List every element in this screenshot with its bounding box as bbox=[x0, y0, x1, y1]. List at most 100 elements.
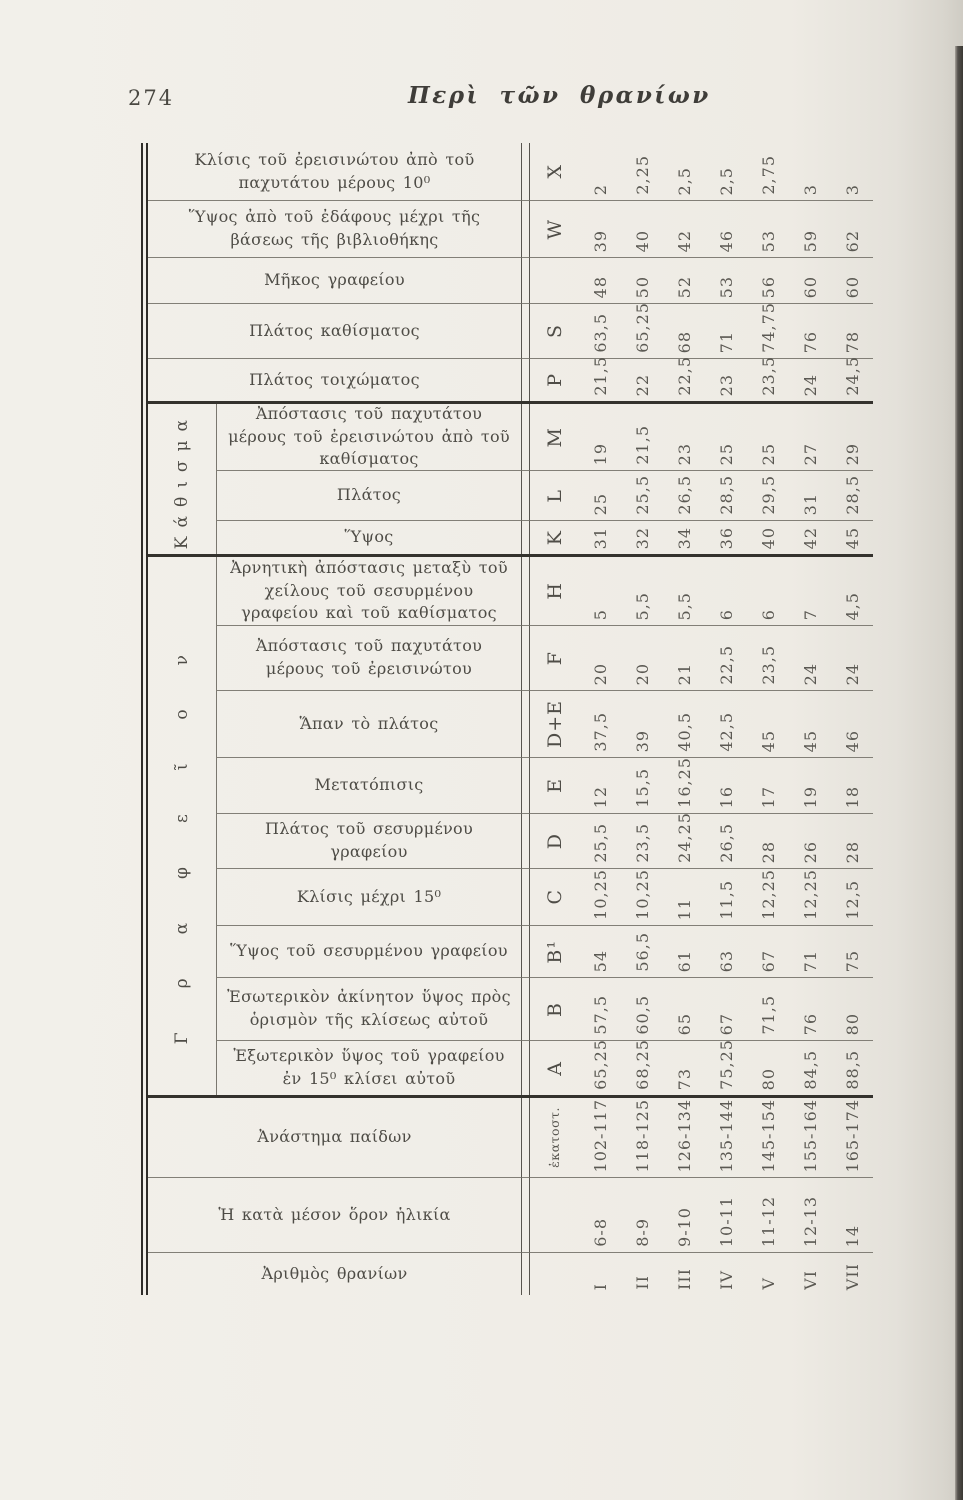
double-rule-separator bbox=[521, 1041, 530, 1095]
double-rule-separator bbox=[521, 359, 530, 401]
row-letter-cell: ἑκατοστ. bbox=[530, 1098, 579, 1178]
table-value: 26,5 bbox=[716, 823, 736, 863]
table-value: 19 bbox=[590, 442, 610, 465]
row-label: Ἐσωτερικὸν ἀκίνητον ὕψος πρὸς ὁρισμὸν τῆ… bbox=[216, 978, 521, 1041]
table-value: 61 bbox=[674, 949, 694, 972]
table-value-cell: 11-12 bbox=[747, 1178, 789, 1252]
table-value: 27 bbox=[800, 442, 820, 465]
table-value-cell: 25 bbox=[705, 404, 747, 470]
row-label: Ὕψος bbox=[216, 521, 521, 554]
row-letter: F bbox=[543, 650, 566, 666]
table-value-cell: 32 bbox=[621, 521, 663, 554]
table-value: 76 bbox=[800, 1012, 820, 1035]
table-value: 42 bbox=[800, 526, 820, 549]
table-value-cell: 88,5 bbox=[831, 1041, 873, 1095]
table-value-cell: 46 bbox=[831, 691, 873, 757]
table-value: 21,5 bbox=[632, 425, 652, 465]
table-value: 65,25 bbox=[590, 1039, 610, 1090]
table-value: 50 bbox=[632, 275, 652, 298]
double-rule-separator bbox=[521, 304, 530, 359]
double-rule-separator bbox=[521, 626, 530, 691]
table-value: 42,5 bbox=[716, 712, 736, 752]
table-value-cell: 45 bbox=[747, 691, 789, 757]
table-value-cell: 80 bbox=[831, 978, 873, 1040]
table-value: 5,5 bbox=[632, 591, 652, 620]
table-value-cell: 23,5 bbox=[621, 814, 663, 868]
table-value-cell: IV bbox=[705, 1253, 747, 1295]
double-rule-separator bbox=[521, 691, 530, 758]
table-value: 71 bbox=[800, 949, 820, 972]
table-value: 24,5 bbox=[842, 356, 862, 396]
table-row: Κλίσις τοῦ ἐρεισινώτου ἀπὸ τοῦ παχυτάτου… bbox=[148, 143, 873, 201]
table-value-cell: 71 bbox=[789, 926, 831, 977]
table-value: 73 bbox=[674, 1067, 694, 1090]
row-values: 39 40 42 46 53 59 62 bbox=[579, 201, 873, 258]
row-values: 54 56,5 61 63 67 71 75 bbox=[579, 926, 873, 978]
table-value: 48 bbox=[590, 275, 610, 298]
table-value: 18 bbox=[842, 785, 862, 808]
table-value: 102-117 bbox=[590, 1098, 610, 1172]
table-value-cell: 45 bbox=[831, 521, 873, 554]
table-value-cell: 6 bbox=[705, 557, 747, 625]
row-values: 102-117 118-125 126-134 135-144 145-154 155-1… bbox=[579, 1098, 873, 1178]
table-value: 11,5 bbox=[716, 880, 736, 920]
table-value-cell: 25,5 bbox=[579, 814, 621, 868]
table-value: 37,5 bbox=[590, 712, 610, 752]
table-value-cell: 16,25 bbox=[663, 757, 705, 813]
row-label: Ὕψος τοῦ σεσυρμένου γραφείου bbox=[216, 926, 521, 978]
row-letter-cell: K bbox=[530, 521, 579, 554]
table-value-cell: 74,75 bbox=[747, 302, 789, 358]
table-value-cell: 19 bbox=[579, 404, 621, 470]
table-value-cell: 3 bbox=[789, 143, 831, 200]
double-rule-separator bbox=[521, 1098, 530, 1178]
table-value-cell: 63 bbox=[705, 926, 747, 977]
table-value-cell: 23 bbox=[663, 404, 705, 470]
table-value-cell: 65,25 bbox=[621, 302, 663, 358]
row-letter-cell: S bbox=[530, 304, 579, 359]
table-value: 28 bbox=[758, 840, 778, 863]
table-value-cell: 80 bbox=[747, 1041, 789, 1095]
table-value-cell: 76 bbox=[789, 304, 831, 358]
row-letter: X bbox=[543, 164, 566, 179]
table-value: 3 bbox=[842, 183, 862, 195]
table-value: 118-125 bbox=[632, 1098, 652, 1172]
table-value: 67 bbox=[758, 949, 778, 972]
table-value-cell: 24 bbox=[831, 626, 873, 690]
double-rule-separator bbox=[521, 758, 530, 814]
table-value-cell: 65,25 bbox=[579, 1039, 621, 1095]
table-value: 23 bbox=[674, 442, 694, 465]
table-value-cell: I bbox=[579, 1253, 621, 1295]
row-values: 31 32 34 36 40 42 45 bbox=[579, 521, 873, 554]
table-value-cell: 8-9 bbox=[621, 1178, 663, 1252]
row-label: Ἀρνητικὴ ἀπόστασις μεταξὺ τοῦ χείλους το… bbox=[216, 557, 521, 626]
row-letter: W bbox=[543, 218, 566, 240]
table-value: 76 bbox=[800, 330, 820, 353]
table-value-cell: V bbox=[747, 1253, 789, 1295]
table-value-cell: 5 bbox=[579, 557, 621, 625]
table-value: 40 bbox=[758, 526, 778, 549]
table-value-cell: 67 bbox=[747, 926, 789, 977]
row-letter: D+E bbox=[543, 699, 566, 749]
table-value: 155-164 bbox=[800, 1098, 820, 1172]
table-value: 6 bbox=[716, 608, 736, 620]
row-label: Πλάτος bbox=[216, 471, 521, 521]
table-value-cell: 22 bbox=[621, 359, 663, 401]
row-label: Κλίσις μέχρι 15⁰ bbox=[216, 869, 521, 926]
table-value: 165-174 bbox=[842, 1098, 862, 1172]
table-value: 52 bbox=[674, 275, 694, 298]
table-value-cell: 62 bbox=[831, 201, 873, 257]
row-label: Ὕψος ἀπὸ τοῦ ἐδάφους μέχρι τῆς βάσεως τῆ… bbox=[148, 201, 521, 258]
table-row: Κλίσις μέχρι 15⁰ C 10,25 10,25 11 11,5 12,25… bbox=[148, 869, 873, 926]
table-value: IV bbox=[716, 1270, 736, 1290]
table-value: 11-12 bbox=[758, 1195, 778, 1247]
table-value: 12-13 bbox=[800, 1195, 820, 1247]
table-value: 75,25 bbox=[716, 1039, 736, 1090]
table-value-cell: 56 bbox=[747, 258, 789, 303]
table-value: 40 bbox=[632, 229, 652, 252]
double-rule-separator bbox=[521, 978, 530, 1041]
table-value: 20 bbox=[632, 662, 652, 685]
table-value: 26 bbox=[800, 840, 820, 863]
table-value-cell: 60 bbox=[831, 258, 873, 303]
table-value: 24 bbox=[800, 662, 820, 685]
